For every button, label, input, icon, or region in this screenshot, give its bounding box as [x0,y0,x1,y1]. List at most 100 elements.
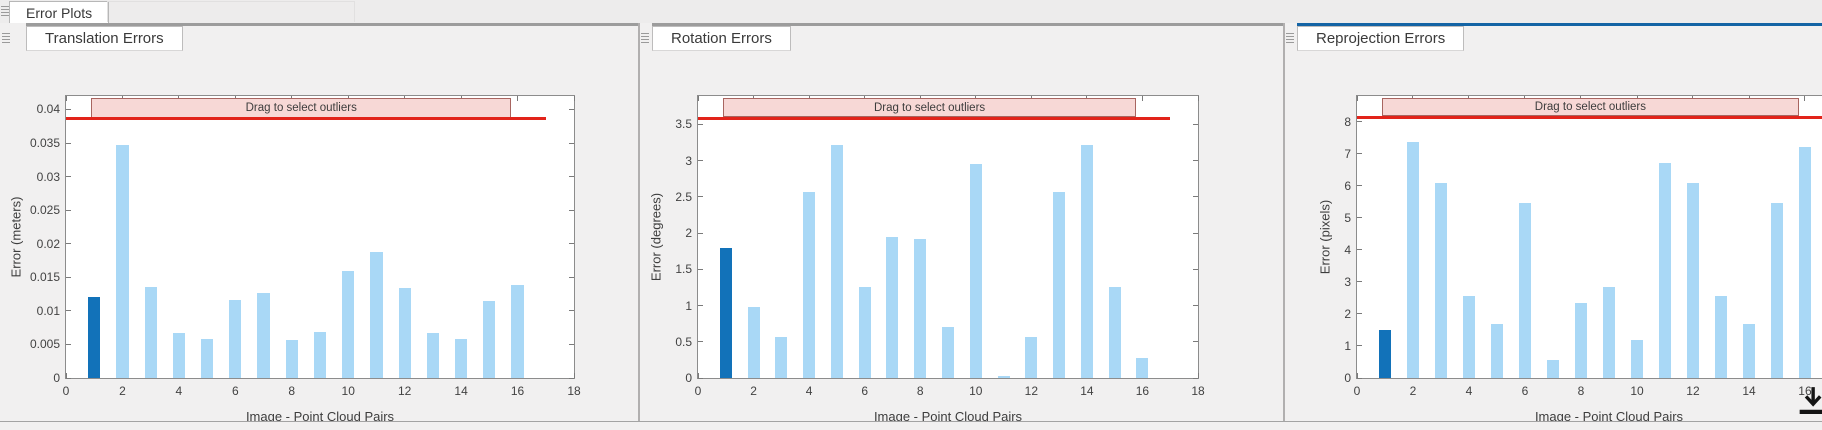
error-bar-14[interactable] [455,339,468,378]
error-bar-2[interactable] [1406,142,1420,378]
x-tick-label: 8 [288,384,296,398]
error-bar-14[interactable] [1080,144,1093,378]
y-tick-mark [1357,377,1362,379]
x-tick-mark-top [1141,96,1143,101]
error-bar-8[interactable] [1574,302,1588,378]
error-bar-7[interactable] [1546,360,1560,378]
reprojection-errors-plot[interactable]: Drag to select outliers Error (pixels) I… [1318,95,1822,421]
y-tick-mark [1357,313,1362,315]
banner-label: Drag to select outliers [1534,101,1646,114]
error-bar-7[interactable] [886,236,899,378]
tab-reprojection-errors[interactable]: Reprojection Errors [1297,26,1465,51]
y-tick-label: 1.5 [675,262,692,277]
error-bar-13[interactable] [426,333,439,378]
error-bar-9[interactable] [313,332,327,378]
x-tick-label: 0 [694,384,702,398]
error-bar-1[interactable] [1378,329,1392,378]
grip-icon[interactable] [2,33,10,45]
error-bar-5[interactable] [830,144,843,378]
tab-rotation-errors[interactable]: Rotation Errors [652,26,791,51]
error-bar-4[interactable] [172,333,185,378]
error-bar-10[interactable] [1630,339,1644,378]
error-bar-9[interactable] [942,326,954,378]
panel-divider[interactable] [1283,23,1285,421]
error-bar-16[interactable] [1798,147,1812,378]
error-bar-13[interactable] [1053,192,1066,378]
error-bar-12[interactable] [1025,337,1038,378]
x-tick-mark [1356,373,1358,378]
x-tick-label: 6 [231,384,239,398]
drag-select-outliers-banner[interactable]: Drag to select outliers [1382,98,1799,117]
grip-icon[interactable] [1286,33,1294,45]
tab-translation-errors[interactable]: Translation Errors [26,26,183,51]
y-tick-mark [66,108,71,110]
error-bar-8[interactable] [914,238,927,378]
outlier-threshold-line [66,117,546,121]
export-plot-icon[interactable] [1794,384,1822,420]
error-bar-12[interactable] [1686,182,1700,378]
error-bar-2[interactable] [747,306,760,378]
y-tick-mark-right [569,343,574,345]
error-bar-1[interactable] [88,297,101,378]
y-tick-mark [1357,281,1362,283]
error-bar-9[interactable] [1602,286,1616,378]
y-tick-mark [66,142,71,144]
error-bar-4[interactable] [803,192,816,378]
error-bar-6[interactable] [1518,203,1532,378]
y-tick-mark [698,377,703,379]
y-tick-mark-right [569,209,574,211]
error-bar-15[interactable] [1108,287,1121,378]
error-bar-12[interactable] [398,288,411,378]
error-bar-3[interactable] [1434,182,1448,378]
error-bar-5[interactable] [1490,323,1504,378]
error-bar-2[interactable] [116,145,129,378]
error-bar-16[interactable] [511,284,524,378]
error-bar-4[interactable] [1462,296,1476,378]
y-tick-mark [698,341,703,343]
y-tick-mark [698,268,703,270]
figure-panel-translation-errors: Translation Errors Drag to select outlie… [0,23,640,421]
y-tick-mark-right [1193,123,1198,125]
error-bar-15[interactable] [483,300,496,378]
error-bar-7[interactable] [257,292,270,378]
error-bar-13[interactable] [1714,296,1728,378]
error-bar-11[interactable] [997,375,1010,378]
figure-accent-bar [652,23,1285,26]
figure-accent-bar-active [1297,23,1822,26]
error-bar-16[interactable] [1136,358,1149,378]
error-bar-6[interactable] [229,300,242,378]
error-bar-5[interactable] [201,339,214,378]
drag-select-outliers-banner[interactable]: Drag to select outliers [91,98,512,118]
error-bar-6[interactable] [858,287,871,378]
grip-icon[interactable] [641,33,649,45]
error-bar-8[interactable] [285,339,298,378]
tab-error-plots[interactable]: Error Plots [9,1,110,24]
error-bar-15[interactable] [1770,203,1784,378]
x-tick-label: 18 [1191,384,1205,398]
y-tick-mark [66,176,71,178]
y-tick-label: 0 [685,371,692,385]
error-bar-3[interactable] [144,286,157,378]
error-bar-10[interactable] [969,164,982,378]
error-bar-14[interactable] [1742,323,1756,378]
error-bar-10[interactable] [342,270,355,378]
y-tick-label: 3 [685,153,692,168]
translation-errors-plot[interactable]: Drag to select outliers Error (meters) I… [9,95,581,421]
y-tick-mark [698,123,703,125]
y-tick-mark [698,232,703,234]
grip-icon[interactable] [1,6,9,18]
x-tick-label: 12 [1686,384,1700,398]
y-tick-label: 0.04 [36,102,60,117]
x-tick-mark-top [65,96,67,101]
error-bar-11[interactable] [1658,163,1672,378]
error-bar-3[interactable] [775,337,788,378]
error-bar-11[interactable] [370,251,383,378]
x-tick-label: 16 [1798,384,1812,398]
drag-select-outliers-banner[interactable]: Drag to select outliers [723,98,1137,118]
x-tick-label: 12 [397,384,412,398]
rotation-errors-plot[interactable]: Drag to select outliers Error (degrees) … [649,95,1205,421]
panel-divider[interactable] [638,23,640,421]
error-bar-1[interactable] [719,247,732,378]
y-tick-mark [1357,153,1362,155]
x-tick-label: 6 [861,384,868,398]
